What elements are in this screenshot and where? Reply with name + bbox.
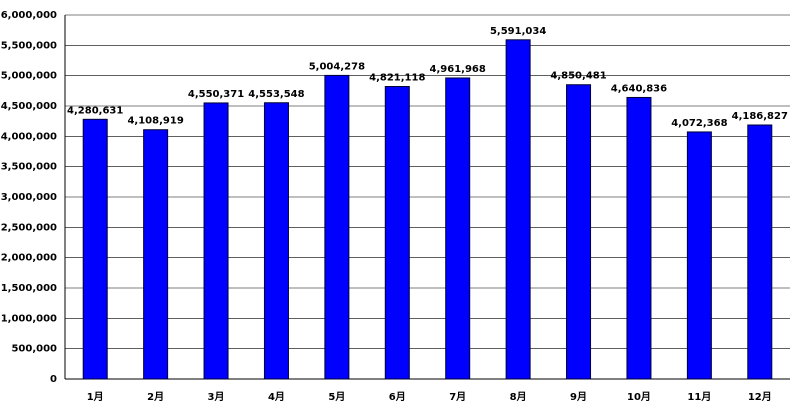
y-tick-label: 5,500,000 bbox=[1, 40, 57, 51]
y-tick-label: 4,500,000 bbox=[1, 101, 57, 112]
y-tick-label: 3,500,000 bbox=[1, 162, 57, 173]
y-tick-label: 2,000,000 bbox=[1, 253, 57, 264]
value-label: 4,072,368 bbox=[671, 118, 727, 129]
x-tick-label: 9月 bbox=[570, 391, 587, 403]
y-tick-label: 4,000,000 bbox=[1, 131, 57, 142]
bar bbox=[505, 39, 531, 380]
y-tick-label: 1,500,000 bbox=[1, 283, 57, 294]
x-tick-label: 11月 bbox=[687, 391, 711, 403]
bar bbox=[445, 77, 471, 380]
y-tick-label: 500,000 bbox=[11, 344, 57, 355]
x-tick-label: 10月 bbox=[627, 391, 651, 403]
y-tick-label: 5,000,000 bbox=[1, 71, 57, 82]
value-label: 4,553,548 bbox=[248, 89, 304, 100]
y-tick-label: 6,000,000 bbox=[1, 10, 57, 21]
value-label: 4,640,836 bbox=[611, 83, 667, 94]
x-tick-label: 8月 bbox=[510, 391, 527, 403]
value-label: 4,850,481 bbox=[550, 71, 606, 82]
x-tick-label: 3月 bbox=[208, 391, 225, 403]
x-tick-label: 7月 bbox=[449, 391, 466, 403]
bar bbox=[203, 102, 229, 380]
value-label: 4,108,919 bbox=[127, 116, 183, 127]
bar bbox=[324, 74, 350, 380]
y-tick-label: 0 bbox=[50, 374, 57, 385]
x-tick-label: 2月 bbox=[147, 391, 164, 403]
y-tick-label: 3,000,000 bbox=[1, 192, 57, 203]
y-tick-label: 2,500,000 bbox=[1, 222, 57, 233]
x-tick-label: 6月 bbox=[389, 391, 406, 403]
x-tick-label: 4月 bbox=[268, 391, 285, 403]
bar bbox=[747, 124, 773, 380]
value-label: 5,591,034 bbox=[490, 26, 546, 37]
bar bbox=[626, 96, 652, 380]
x-tick-label: 5月 bbox=[328, 391, 345, 403]
x-tick-label: 1月 bbox=[87, 391, 104, 403]
bar bbox=[384, 86, 410, 380]
value-label: 4,550,371 bbox=[188, 89, 244, 100]
value-label: 4,186,827 bbox=[732, 111, 788, 122]
value-label: 4,821,118 bbox=[369, 73, 425, 84]
bar bbox=[82, 118, 108, 380]
value-label: 4,280,631 bbox=[67, 105, 123, 116]
bar bbox=[566, 84, 592, 380]
y-tick-label: 1,000,000 bbox=[1, 313, 57, 324]
bar bbox=[686, 131, 712, 380]
value-label: 4,961,968 bbox=[430, 64, 486, 75]
value-label: 5,004,278 bbox=[309, 61, 365, 72]
x-tick-label: 12月 bbox=[748, 391, 772, 403]
bar bbox=[263, 102, 289, 380]
bar bbox=[143, 129, 169, 380]
